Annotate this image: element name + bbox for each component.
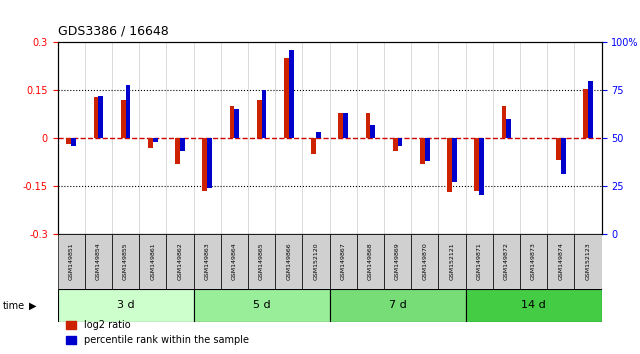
Text: GSM149854: GSM149854: [96, 242, 101, 280]
Text: GSM149862: GSM149862: [177, 242, 182, 280]
FancyBboxPatch shape: [330, 234, 357, 289]
Text: GSM149874: GSM149874: [558, 242, 563, 280]
FancyBboxPatch shape: [465, 234, 493, 289]
FancyBboxPatch shape: [411, 234, 438, 289]
Bar: [452, 138, 457, 182]
Bar: [234, 109, 239, 138]
FancyBboxPatch shape: [438, 234, 465, 289]
FancyBboxPatch shape: [140, 234, 166, 289]
Bar: [175, 138, 180, 164]
FancyBboxPatch shape: [465, 289, 602, 322]
Text: GSM149851: GSM149851: [68, 242, 74, 280]
Bar: [474, 138, 479, 190]
FancyBboxPatch shape: [193, 289, 330, 322]
Bar: [425, 138, 429, 161]
Bar: [153, 138, 157, 142]
Legend: log2 ratio, percentile rank within the sample: log2 ratio, percentile rank within the s…: [63, 316, 253, 349]
Bar: [262, 90, 266, 138]
Bar: [148, 138, 153, 148]
Text: GSM149863: GSM149863: [205, 242, 210, 280]
Bar: [207, 138, 212, 188]
Text: 5 d: 5 d: [253, 300, 271, 310]
Bar: [230, 106, 234, 138]
Bar: [371, 125, 375, 138]
Bar: [289, 50, 294, 138]
Bar: [365, 113, 371, 138]
FancyBboxPatch shape: [574, 234, 602, 289]
FancyBboxPatch shape: [58, 234, 84, 289]
Text: GSM149861: GSM149861: [150, 242, 156, 280]
Bar: [343, 113, 348, 138]
Text: time: time: [3, 301, 26, 311]
Text: GSM152121: GSM152121: [449, 242, 454, 280]
Text: GDS3386 / 16648: GDS3386 / 16648: [58, 25, 168, 38]
FancyBboxPatch shape: [520, 234, 547, 289]
Text: GSM149869: GSM149869: [395, 242, 400, 280]
Bar: [588, 81, 593, 138]
FancyBboxPatch shape: [357, 234, 384, 289]
FancyBboxPatch shape: [166, 234, 193, 289]
Bar: [339, 113, 343, 138]
Bar: [583, 88, 588, 138]
Bar: [121, 100, 125, 138]
Text: GSM149855: GSM149855: [123, 242, 128, 280]
Text: GSM152123: GSM152123: [586, 242, 591, 280]
FancyBboxPatch shape: [221, 234, 248, 289]
Text: GSM149870: GSM149870: [422, 242, 428, 280]
Text: GSM152120: GSM152120: [314, 242, 319, 280]
Bar: [502, 106, 506, 138]
Bar: [556, 138, 561, 160]
Bar: [257, 100, 262, 138]
Text: GSM149872: GSM149872: [504, 242, 509, 280]
Text: GSM149873: GSM149873: [531, 242, 536, 280]
Bar: [180, 138, 185, 152]
Text: 14 d: 14 d: [521, 300, 546, 310]
Bar: [311, 138, 316, 154]
FancyBboxPatch shape: [112, 234, 140, 289]
Bar: [71, 138, 76, 146]
FancyBboxPatch shape: [384, 234, 411, 289]
Bar: [561, 138, 566, 175]
FancyBboxPatch shape: [547, 234, 574, 289]
Bar: [393, 138, 397, 151]
Bar: [447, 138, 452, 192]
Bar: [202, 138, 207, 190]
FancyBboxPatch shape: [275, 234, 302, 289]
Bar: [397, 138, 403, 146]
FancyBboxPatch shape: [493, 234, 520, 289]
Text: GSM149865: GSM149865: [259, 242, 264, 280]
Bar: [506, 119, 511, 138]
Bar: [316, 132, 321, 138]
FancyBboxPatch shape: [302, 234, 330, 289]
FancyBboxPatch shape: [58, 289, 193, 322]
Text: GSM149864: GSM149864: [232, 242, 237, 280]
Bar: [284, 58, 289, 138]
FancyBboxPatch shape: [193, 234, 221, 289]
FancyBboxPatch shape: [330, 289, 465, 322]
Bar: [479, 138, 484, 195]
Text: 3 d: 3 d: [116, 300, 134, 310]
Text: GSM149867: GSM149867: [340, 242, 346, 280]
FancyBboxPatch shape: [84, 234, 112, 289]
Bar: [420, 138, 425, 164]
Bar: [125, 85, 131, 138]
Bar: [93, 97, 99, 138]
Text: GSM149871: GSM149871: [477, 242, 482, 280]
Bar: [67, 138, 71, 144]
Text: 7 d: 7 d: [388, 300, 406, 310]
Bar: [99, 96, 103, 138]
Text: GSM149868: GSM149868: [368, 242, 373, 280]
Text: GSM149866: GSM149866: [286, 242, 291, 280]
FancyBboxPatch shape: [248, 234, 275, 289]
Text: ▶: ▶: [29, 301, 36, 311]
